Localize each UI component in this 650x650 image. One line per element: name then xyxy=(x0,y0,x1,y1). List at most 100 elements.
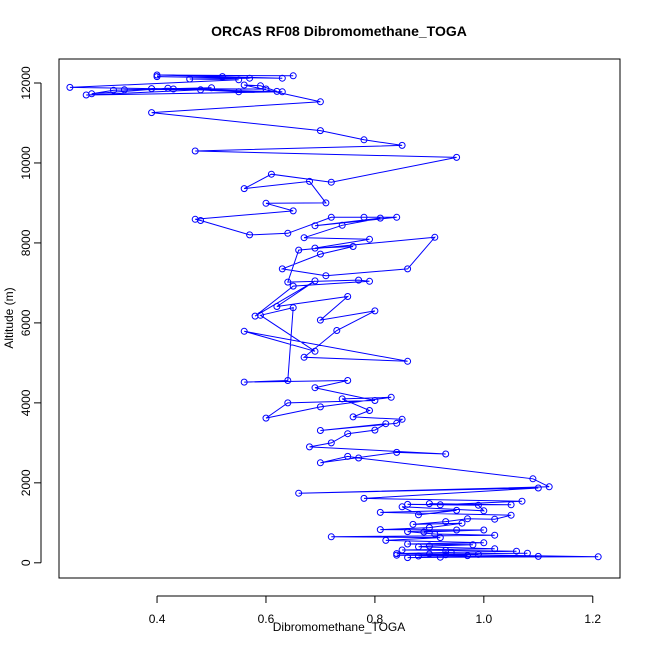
data-point xyxy=(262,414,270,422)
data-point xyxy=(458,519,466,527)
data-point xyxy=(289,282,297,290)
data-point xyxy=(284,377,292,384)
data-point xyxy=(197,86,205,94)
data-point xyxy=(306,443,313,451)
data-point xyxy=(545,483,553,491)
data-point xyxy=(240,327,248,335)
y-tick-label: 4000 xyxy=(19,389,33,416)
data-point xyxy=(371,397,379,404)
y-tick-label: 8000 xyxy=(19,229,33,256)
data-point xyxy=(311,384,319,392)
data-point xyxy=(518,497,526,505)
data-point xyxy=(376,508,384,516)
x-tick-label: 0.6 xyxy=(258,612,275,626)
data-point xyxy=(404,357,412,365)
data-point xyxy=(594,553,602,561)
data-point xyxy=(197,217,205,224)
data-point xyxy=(382,420,390,428)
data-point xyxy=(289,207,297,215)
data-point xyxy=(420,528,428,536)
data-point xyxy=(273,303,281,310)
data-point xyxy=(191,147,199,155)
data-point xyxy=(327,213,335,221)
data-point xyxy=(257,311,264,319)
data-point xyxy=(523,549,531,557)
data-point xyxy=(338,221,346,229)
y-axis-label: Altitude (m) xyxy=(2,287,16,348)
data-point xyxy=(246,231,254,239)
data-point xyxy=(246,74,254,82)
data-point xyxy=(273,87,281,95)
data-point xyxy=(300,234,308,242)
data-point xyxy=(311,277,319,285)
series-line xyxy=(69,74,599,559)
data-point xyxy=(316,127,324,135)
data-point xyxy=(267,170,275,178)
data-point xyxy=(257,82,264,90)
y-tick-label: 10000 xyxy=(19,146,33,180)
x-tick-label: 0.8 xyxy=(367,612,384,626)
data-point xyxy=(393,213,401,221)
data-point xyxy=(425,542,433,550)
data-point xyxy=(371,426,379,434)
data-point xyxy=(491,515,499,523)
data-point xyxy=(453,506,461,514)
data-point xyxy=(469,541,477,549)
data-point xyxy=(398,546,406,554)
data-point xyxy=(480,539,488,547)
data-point xyxy=(425,550,433,558)
data-point xyxy=(322,199,330,207)
data-point xyxy=(382,536,390,544)
data-point xyxy=(322,272,330,280)
data-point xyxy=(474,550,482,558)
data-point xyxy=(218,73,226,81)
x-tick-label: 0.4 xyxy=(149,612,166,626)
data-point xyxy=(316,250,324,258)
y-tick-label: 2000 xyxy=(19,469,33,496)
data-point xyxy=(415,511,422,519)
data-point xyxy=(240,378,248,386)
data-point xyxy=(311,222,319,230)
data-point xyxy=(208,84,215,92)
chart-title: ORCAS RF08 Dibromomethane_TOGA xyxy=(211,23,467,39)
data-point xyxy=(338,395,346,403)
data-point xyxy=(425,524,433,532)
data-point xyxy=(366,235,373,243)
data-point xyxy=(164,84,172,92)
data-point xyxy=(474,501,482,509)
data-point xyxy=(284,229,292,237)
data-point xyxy=(431,530,439,538)
data-point xyxy=(349,413,357,421)
data-point xyxy=(262,199,270,207)
data-point xyxy=(480,507,488,515)
data-point xyxy=(387,393,395,401)
data-point xyxy=(235,76,243,84)
data-point xyxy=(311,347,319,355)
data-point xyxy=(327,439,335,447)
x-axis-label: Dibromomethane_TOGA xyxy=(273,620,406,634)
x-tick-label: 1.0 xyxy=(475,612,492,626)
data-point xyxy=(311,244,319,252)
data-point xyxy=(284,278,292,286)
data-point xyxy=(284,399,292,407)
data-point xyxy=(393,448,401,456)
data-point xyxy=(376,214,384,222)
data-point xyxy=(393,419,401,427)
data-point xyxy=(316,316,324,324)
data-point xyxy=(442,518,450,526)
data-point xyxy=(404,554,412,562)
y-axis: 0 2000 4000 6000 8000 10000 12000 xyxy=(19,66,42,566)
data-point xyxy=(409,520,417,528)
data-point xyxy=(442,551,450,559)
data-point xyxy=(442,450,450,458)
data-point xyxy=(425,500,433,508)
data-point xyxy=(344,293,352,300)
data-point xyxy=(480,526,488,534)
data-point xyxy=(366,407,373,414)
y-tick-label: 12000 xyxy=(19,66,33,100)
data-point xyxy=(148,109,156,117)
data-point xyxy=(464,515,471,523)
series-layer xyxy=(66,71,602,562)
data-point xyxy=(316,427,324,434)
data-point xyxy=(355,276,363,284)
